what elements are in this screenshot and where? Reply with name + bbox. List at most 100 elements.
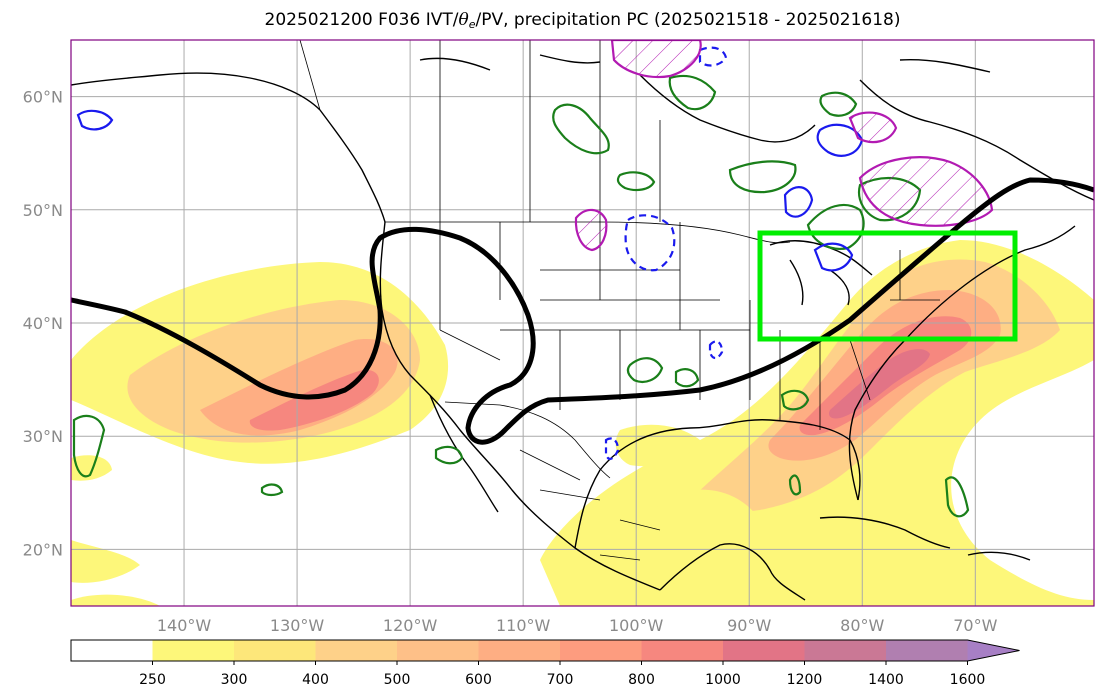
theta-e-mexico (434, 445, 464, 465)
colorbar-segment-10 (886, 640, 968, 661)
colorbar-segment-5 (478, 640, 561, 661)
colorbar-label-400: 400 (302, 672, 329, 688)
ivt-southwest-250 (71, 594, 160, 606)
colorbar-segment-3 (315, 640, 398, 661)
lat-label-60: 60°N (23, 88, 63, 107)
colorbar-extend-arrow (967, 640, 1020, 661)
alaska-border (299, 40, 321, 111)
colorbar-outline (70, 639, 1020, 662)
colorbar-segment-8 (723, 640, 805, 661)
colorbar (70, 639, 1020, 665)
colorbar-label-300: 300 (221, 672, 248, 688)
lat-label-40: 40°N (23, 314, 63, 333)
colorbar-label-1200: 1200 (787, 672, 823, 688)
colorbar-label-250: 250 (139, 672, 166, 688)
pv-contours (76, 46, 864, 460)
colorbar-segment-4 (397, 640, 479, 661)
ivt-pacific-800 (249, 369, 379, 431)
east-coast (848, 225, 1076, 501)
colorbar-label-1600: 1600 (950, 672, 986, 688)
map-title: 2025021200 F036 IVT/θe/PV, precipitation… (0, 10, 1105, 31)
colorbar-label-700: 700 (547, 672, 574, 688)
cuba (819, 516, 951, 549)
precip-quebec (848, 111, 898, 144)
pv-canada-dash (698, 46, 728, 67)
lon-label-110: 110°W (496, 616, 551, 635)
precip-plains (574, 208, 608, 252)
precip-maritimes (858, 156, 994, 227)
highlight-box (757, 230, 1018, 342)
baja (429, 394, 499, 513)
colorbar-label-500: 500 (384, 672, 411, 688)
latitude-labels: 60°N 50°N 40°N 30°N 20°N (23, 88, 63, 560)
us-mexico-border (444, 401, 611, 479)
theta-e-canada-1 (552, 103, 610, 155)
theta-e-carib (944, 476, 970, 518)
alaska-coast (71, 72, 321, 111)
colorbar-segment-0 (71, 640, 153, 661)
lat-label-50: 50°N (23, 201, 63, 220)
colorbar-label-1000: 1000 (705, 672, 741, 688)
pv-alaska (76, 109, 114, 131)
pv-quebec-2 (783, 186, 814, 218)
colorbar-label-800: 800 (628, 672, 655, 688)
pv-mexico-dash (604, 437, 620, 460)
title-theta: θ (458, 10, 469, 30)
pv-lakes (813, 242, 854, 272)
canada-provinces (439, 40, 661, 222)
map-frame (70, 39, 1095, 607)
lat-label-20: 20°N (23, 540, 63, 559)
lon-label-120: 120°W (383, 616, 438, 635)
colorbar-segment-1 (152, 640, 235, 661)
theta-e-plains-2 (674, 368, 700, 388)
pv-texas-dash (708, 340, 724, 360)
mexico-states (519, 449, 661, 561)
colorbar-segment-2 (234, 640, 316, 661)
hispaniola (967, 551, 1031, 561)
us-canada-border (385, 221, 791, 244)
title-suffix: /PV, precipitation PC (2025021518 - 2025… (475, 10, 901, 30)
lon-label-80: 80°W (840, 616, 884, 635)
theta-e-pac-small (260, 483, 284, 497)
lat-label-30: 30°N (23, 427, 63, 446)
arctic-islands (419, 54, 991, 73)
map-content (71, 40, 1094, 606)
title-prefix: 2025021200 F036 IVT/ (264, 10, 459, 30)
pv-plains-dash (624, 214, 676, 272)
ivt-east-1000 (829, 349, 930, 419)
colorbar-segment-7 (641, 640, 724, 661)
theta-e-prairie (616, 171, 656, 192)
theta-e-gulf (780, 389, 810, 411)
ivt-carib-250 (655, 489, 760, 560)
graticule (71, 40, 1094, 606)
colorbar-labels: 250 300 400 500 600 700 800 1000 1200 1400 1600 (139, 672, 985, 688)
lon-label-70: 70°W (953, 616, 997, 635)
precip-hudson (610, 40, 702, 79)
hudson-bay (639, 74, 816, 143)
theta-e-arctic (819, 91, 858, 117)
theta-e-canada-2 (668, 74, 717, 111)
precip-contours (574, 40, 994, 252)
lon-label-140: 140°W (157, 616, 212, 635)
colorbar-segment-9 (804, 640, 887, 661)
title-theta-subscript: e (468, 18, 476, 31)
bc-coast (319, 109, 386, 223)
ivt-gulf-250 (615, 424, 700, 467)
coastlines (71, 54, 1094, 601)
colorbar-label-1400: 1400 (868, 672, 904, 688)
lon-label-100: 100°W (609, 616, 664, 635)
colorbar-segment-6 (560, 640, 642, 661)
jet-axis-line (71, 177, 1094, 445)
lon-label-130: 130°W (270, 616, 325, 635)
lon-label-90: 90°W (727, 616, 771, 635)
theta-e-gulf-small (788, 474, 802, 496)
pv-quebec-1 (816, 123, 864, 157)
yucatan (659, 543, 806, 601)
ivt-pacific-600 (200, 339, 398, 436)
ivt-west-250 (71, 540, 140, 583)
theta-e-quebec (728, 160, 797, 194)
longitude-labels: 140°W 130°W 120°W 110°W 100°W 90°W 80°W 70°W (157, 616, 998, 635)
theta-e-pacific (72, 414, 106, 478)
theta-e-plains-1 (626, 357, 664, 384)
